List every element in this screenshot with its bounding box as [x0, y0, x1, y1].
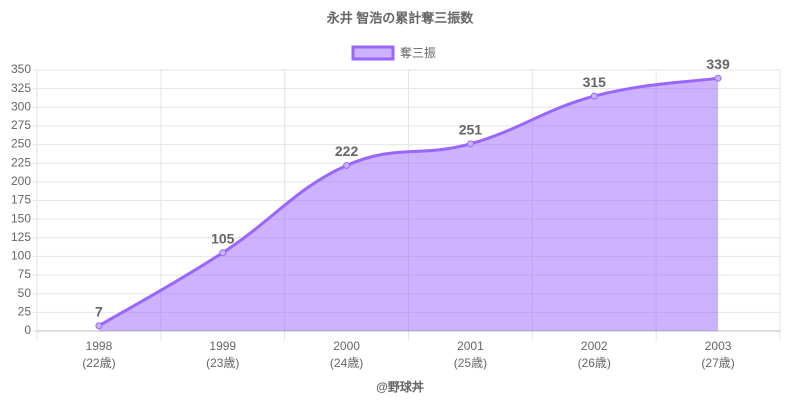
y-tick-label: 50	[18, 286, 32, 300]
point	[466, 140, 474, 148]
legend-swatch	[351, 45, 395, 61]
area	[98, 78, 719, 332]
x-tick-sublabel: (22歳)	[82, 356, 115, 370]
x-tick-sublabel: (23歳)	[206, 356, 239, 370]
y-tick-label: 25	[18, 305, 32, 319]
y-tick-label: 125	[11, 230, 31, 244]
value-label: 7	[95, 303, 103, 319]
x-tick-sublabel: (24歳)	[330, 356, 363, 370]
point	[714, 74, 722, 82]
point	[343, 161, 351, 169]
line	[98, 76, 719, 328]
y-tick-label: 325	[11, 81, 31, 95]
x-tick-label: 1998	[86, 339, 113, 353]
chart-title: 永井 智浩の累計奪三振数	[326, 10, 475, 25]
y-tick-label: 200	[11, 174, 31, 188]
value-label: 339	[706, 56, 730, 72]
y-tick-label: 75	[18, 267, 32, 281]
value-label: 251	[459, 122, 483, 138]
point	[590, 92, 598, 100]
value-label: 222	[335, 143, 359, 159]
y-tick-label: 100	[11, 249, 31, 263]
legend-label: 奪三振	[400, 45, 436, 60]
value-label: 105	[211, 230, 235, 246]
x-tick-label: 2002	[581, 339, 608, 353]
x-tick-sublabel: (27歳)	[701, 356, 734, 370]
point	[95, 322, 103, 330]
x-tick-label: 2000	[333, 339, 360, 353]
x-tick-sublabel: (26歳)	[578, 356, 611, 370]
y-tick-label: 350	[11, 62, 31, 76]
point	[219, 249, 227, 257]
y-tick-label: 0	[24, 323, 31, 337]
y-tick-label: 275	[11, 118, 31, 132]
y-tick-label: 175	[11, 193, 31, 207]
x-tick-label: 2003	[705, 339, 732, 353]
value-label: 315	[583, 74, 607, 90]
x-tick-label: 1999	[209, 339, 236, 353]
x-tick-label: 2001	[457, 339, 484, 353]
y-tick-label: 250	[11, 137, 31, 151]
y-tick-label: 225	[11, 155, 31, 169]
y-tick-label: 150	[11, 211, 31, 225]
footer: @野球丼	[376, 379, 424, 394]
x-tick-sublabel: (25歳)	[454, 356, 487, 370]
y-tick-label: 300	[11, 99, 31, 113]
